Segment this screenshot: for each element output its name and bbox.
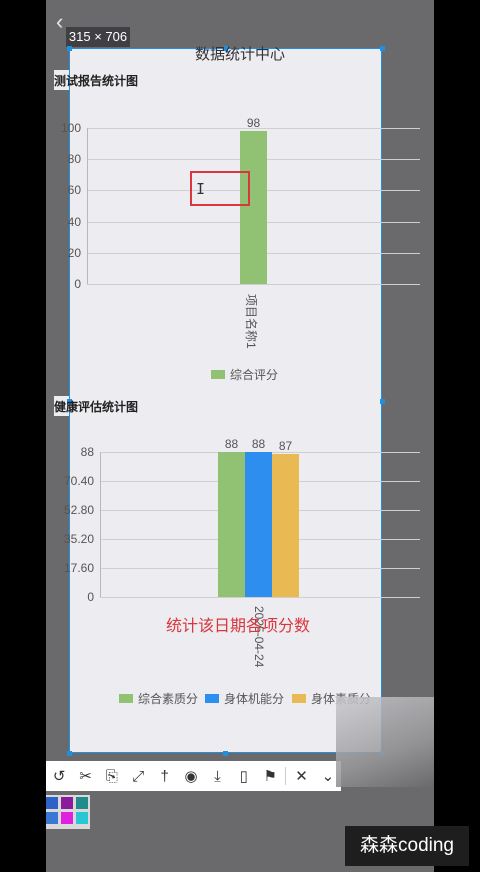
resize-handle-right[interactable] [380, 399, 385, 404]
y-axis-line [87, 128, 88, 284]
resize-handle-top-right[interactable] [380, 46, 385, 51]
palette-color-swatch[interactable] [76, 797, 88, 809]
y-tick-label: 70.40 [63, 474, 94, 488]
palette-color-swatch[interactable] [61, 812, 73, 824]
y-tick-label: 35.20 [63, 532, 94, 546]
record-icon[interactable]: ◉ [184, 768, 198, 785]
annotation-rectangle[interactable] [190, 171, 250, 206]
long-screenshot-icon[interactable]: ▯ [239, 768, 248, 785]
bar-身体机能分 [245, 452, 272, 597]
bookmark-icon[interactable]: ⚑ [263, 768, 277, 785]
legend-swatch [205, 694, 219, 703]
chart-title: 健康评估统计图 [54, 400, 139, 414]
y-tick-label: 0 [87, 590, 94, 604]
color-palette [46, 795, 90, 829]
text-cursor-icon: I [196, 180, 206, 198]
bar-value-label: 88 [251, 437, 266, 451]
y-tick-label: 40 [67, 214, 81, 229]
bar-综合评分 [240, 131, 267, 284]
bar-value-label: 98 [246, 116, 261, 131]
gridline [100, 597, 420, 598]
screenshot-toolbar: ↺ ✂ ⎘ ⤢ † ◉ ⤓ ▯ ⚑ ✕ ⌄ [46, 761, 341, 791]
undo-icon[interactable]: ↺ [52, 768, 66, 785]
crop-icon[interactable]: ✂ [79, 768, 92, 785]
resize-handle-top[interactable] [223, 46, 228, 51]
back-arrow-icon[interactable]: ‹ [56, 9, 64, 34]
watermark: 森森coding [345, 826, 469, 866]
y-tick-label: 88 [80, 445, 94, 459]
pin-icon[interactable]: † [160, 767, 169, 785]
bar-value-label: 87 [278, 438, 293, 453]
y-tick-label: 80 [67, 152, 81, 167]
page-title: 数据统计中心 [194, 46, 285, 63]
x-category-label: 项目名称1 [244, 294, 258, 349]
legend-swatch [292, 694, 306, 703]
resize-icon[interactable]: ⤢ [132, 767, 145, 785]
blurred-region [336, 697, 434, 787]
resize-handle-bottom[interactable] [223, 751, 228, 756]
capture-bleed [54, 396, 69, 416]
bar-综合素质分 [218, 452, 245, 597]
y-tick-label: 0 [74, 277, 81, 291]
annotation-text: 统计该日期各项分数 [165, 618, 310, 635]
y-tick-label: 17.60 [63, 561, 94, 575]
palette-color-swatch[interactable] [61, 797, 73, 809]
y-tick-label: 100 [60, 121, 81, 135]
capture-dimension-label: 315 × 706 [66, 27, 130, 47]
legend-item: 综合素质分 [119, 690, 198, 707]
gridline [87, 128, 420, 129]
y-tick-label: 60 [67, 183, 81, 198]
y-tick-label: 20 [67, 245, 81, 260]
legend-swatch [211, 370, 225, 379]
close-icon[interactable]: ✕ [295, 768, 308, 785]
y-tick-label: 52.80 [63, 503, 94, 517]
resize-handle-top-left[interactable] [67, 46, 72, 51]
legend-item: 综合评分 [211, 366, 278, 383]
resize-handle-bottom-left[interactable] [67, 751, 72, 756]
capture-bleed [54, 70, 69, 90]
legend-label: 综合评分 [230, 368, 279, 382]
palette-color-swatch[interactable] [46, 812, 58, 824]
toolbar-divider [285, 767, 287, 785]
bar-value-label: 88 [224, 437, 239, 451]
bar-身体素质分 [272, 453, 299, 597]
chart-title: 测试报告统计图 [54, 74, 139, 88]
resize-handle-left[interactable] [67, 399, 72, 404]
y-axis-line [100, 452, 101, 597]
legend-label: 身体机能分 [224, 692, 285, 706]
gridline [87, 284, 420, 285]
palette-color-swatch[interactable] [76, 812, 88, 824]
legend-label: 综合素质分 [138, 692, 199, 706]
palette-color-swatch[interactable] [46, 797, 58, 809]
copy-icon[interactable]: ⎘ [105, 767, 118, 785]
chevron-down-icon[interactable]: ⌄ [321, 768, 335, 785]
download-icon[interactable]: ⤓ [214, 767, 221, 785]
legend-item: 身体机能分 [205, 690, 284, 707]
legend-swatch [119, 694, 133, 703]
